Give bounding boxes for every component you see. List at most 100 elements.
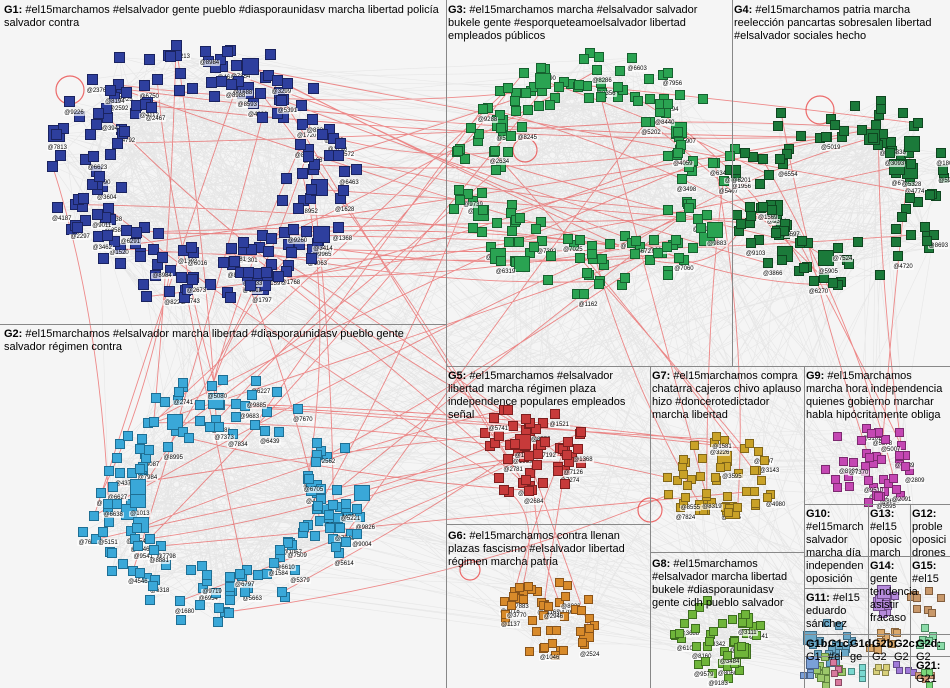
graph-node[interactable]	[913, 118, 923, 128]
graph-node[interactable]	[253, 570, 263, 580]
graph-node[interactable]	[119, 126, 130, 137]
graph-node[interactable]	[308, 83, 319, 94]
graph-node[interactable]: @8221	[164, 286, 175, 297]
graph-node[interactable]	[675, 629, 684, 638]
graph-node[interactable]: @9103	[746, 238, 756, 248]
graph-node[interactable]	[723, 651, 732, 660]
graph-node[interactable]	[773, 121, 783, 131]
graph-node[interactable]	[331, 542, 341, 552]
graph-node[interactable]: @8245	[517, 122, 527, 132]
graph-node[interactable]	[684, 203, 694, 213]
graph-node[interactable]	[799, 263, 809, 273]
graph-node[interactable]	[868, 133, 878, 143]
graph-node[interactable]	[245, 280, 256, 291]
graph-node[interactable]	[104, 517, 114, 527]
graph-node[interactable]	[94, 171, 105, 182]
graph-node[interactable]	[263, 246, 274, 257]
graph-node[interactable]	[750, 487, 759, 496]
graph-node[interactable]	[663, 99, 673, 109]
graph-node[interactable]	[352, 504, 362, 514]
graph-node[interactable]	[563, 437, 573, 447]
graph-node[interactable]	[676, 212, 686, 222]
graph-node[interactable]: @3498	[677, 174, 687, 184]
graph-node[interactable]	[229, 256, 240, 267]
graph-node[interactable]	[746, 211, 756, 221]
graph-node[interactable]: @1368	[573, 444, 583, 454]
graph-node[interactable]	[282, 78, 293, 89]
graph-node[interactable]	[532, 627, 541, 636]
graph-node[interactable]: @5080	[207, 381, 217, 391]
graph-node[interactable]: @1800	[936, 148, 946, 158]
graph-node[interactable]	[312, 438, 322, 448]
graph-node[interactable]	[745, 439, 754, 448]
graph-node[interactable]	[922, 236, 932, 246]
graph-node[interactable]	[205, 422, 215, 432]
graph-node[interactable]: @1368	[333, 222, 344, 233]
graph-node[interactable]: @7060	[674, 253, 684, 263]
graph-node[interactable]	[857, 125, 867, 135]
graph-node[interactable]	[776, 108, 786, 118]
graph-node[interactable]: @7601	[78, 527, 88, 537]
graph-node[interactable]	[338, 185, 349, 196]
graph-node[interactable]	[55, 150, 66, 161]
graph-node[interactable]	[494, 431, 504, 441]
graph-node[interactable]: @6797	[235, 569, 245, 579]
graph-node[interactable]: @2673	[187, 274, 198, 285]
graph-node[interactable]	[871, 120, 881, 130]
graph-node[interactable]	[351, 164, 362, 175]
graph-node[interactable]	[853, 237, 863, 247]
graph-node[interactable]	[144, 54, 155, 65]
graph-node[interactable]	[104, 466, 114, 476]
graph-node[interactable]: @2684	[524, 486, 534, 496]
graph-node[interactable]	[534, 101, 544, 111]
graph-node[interactable]	[153, 228, 164, 239]
graph-node[interactable]	[663, 270, 673, 280]
graph-node[interactable]	[901, 462, 910, 471]
graph-node[interactable]	[286, 247, 297, 258]
graph-node[interactable]	[848, 668, 855, 675]
graph-node[interactable]: @8023	[561, 592, 570, 601]
graph-node[interactable]	[921, 624, 929, 632]
graph-node[interactable]: @5639	[895, 451, 904, 460]
graph-node[interactable]	[725, 151, 735, 161]
graph-node[interactable]	[176, 272, 187, 283]
graph-node[interactable]: @6750	[139, 80, 150, 91]
graph-node[interactable]	[688, 243, 698, 253]
graph-node[interactable]	[797, 236, 807, 246]
graph-node[interactable]	[633, 96, 643, 106]
graph-node[interactable]	[137, 434, 147, 444]
graph-node[interactable]: @4059	[673, 148, 683, 158]
graph-node[interactable]	[582, 268, 592, 278]
graph-node[interactable]	[679, 455, 688, 464]
graph-node[interactable]	[630, 249, 640, 259]
graph-node[interactable]	[928, 609, 936, 617]
graph-node[interactable]: @8838	[886, 137, 896, 147]
graph-node[interactable]	[576, 427, 586, 437]
graph-node[interactable]	[576, 627, 585, 636]
graph-node[interactable]	[708, 158, 718, 168]
graph-node[interactable]: @1581	[712, 432, 721, 441]
graph-node[interactable]	[553, 466, 563, 476]
graph-node[interactable]	[478, 205, 488, 215]
graph-node[interactable]	[105, 149, 116, 160]
graph-node[interactable]	[895, 428, 904, 437]
graph-node[interactable]: @8984	[200, 46, 211, 57]
graph-node[interactable]	[828, 278, 838, 288]
graph-node[interactable]: @8636	[839, 457, 848, 466]
graph-node[interactable]	[584, 93, 594, 103]
graph-node[interactable]	[477, 188, 487, 198]
graph-node[interactable]	[898, 108, 908, 118]
graph-node[interactable]	[135, 464, 145, 474]
graph-node[interactable]	[831, 670, 838, 677]
graph-node[interactable]: @2741	[174, 387, 184, 397]
graph-node[interactable]: @6627	[108, 482, 118, 492]
graph-node[interactable]	[102, 230, 113, 241]
graph-node[interactable]: @9260	[288, 224, 299, 235]
graph-node[interactable]	[85, 129, 96, 140]
graph-node[interactable]	[696, 223, 706, 233]
graph-node[interactable]	[225, 292, 236, 303]
graph-node[interactable]	[112, 453, 122, 463]
graph-node[interactable]	[148, 581, 158, 591]
graph-node[interactable]	[218, 375, 228, 385]
graph-node[interactable]: @7883	[509, 592, 518, 601]
